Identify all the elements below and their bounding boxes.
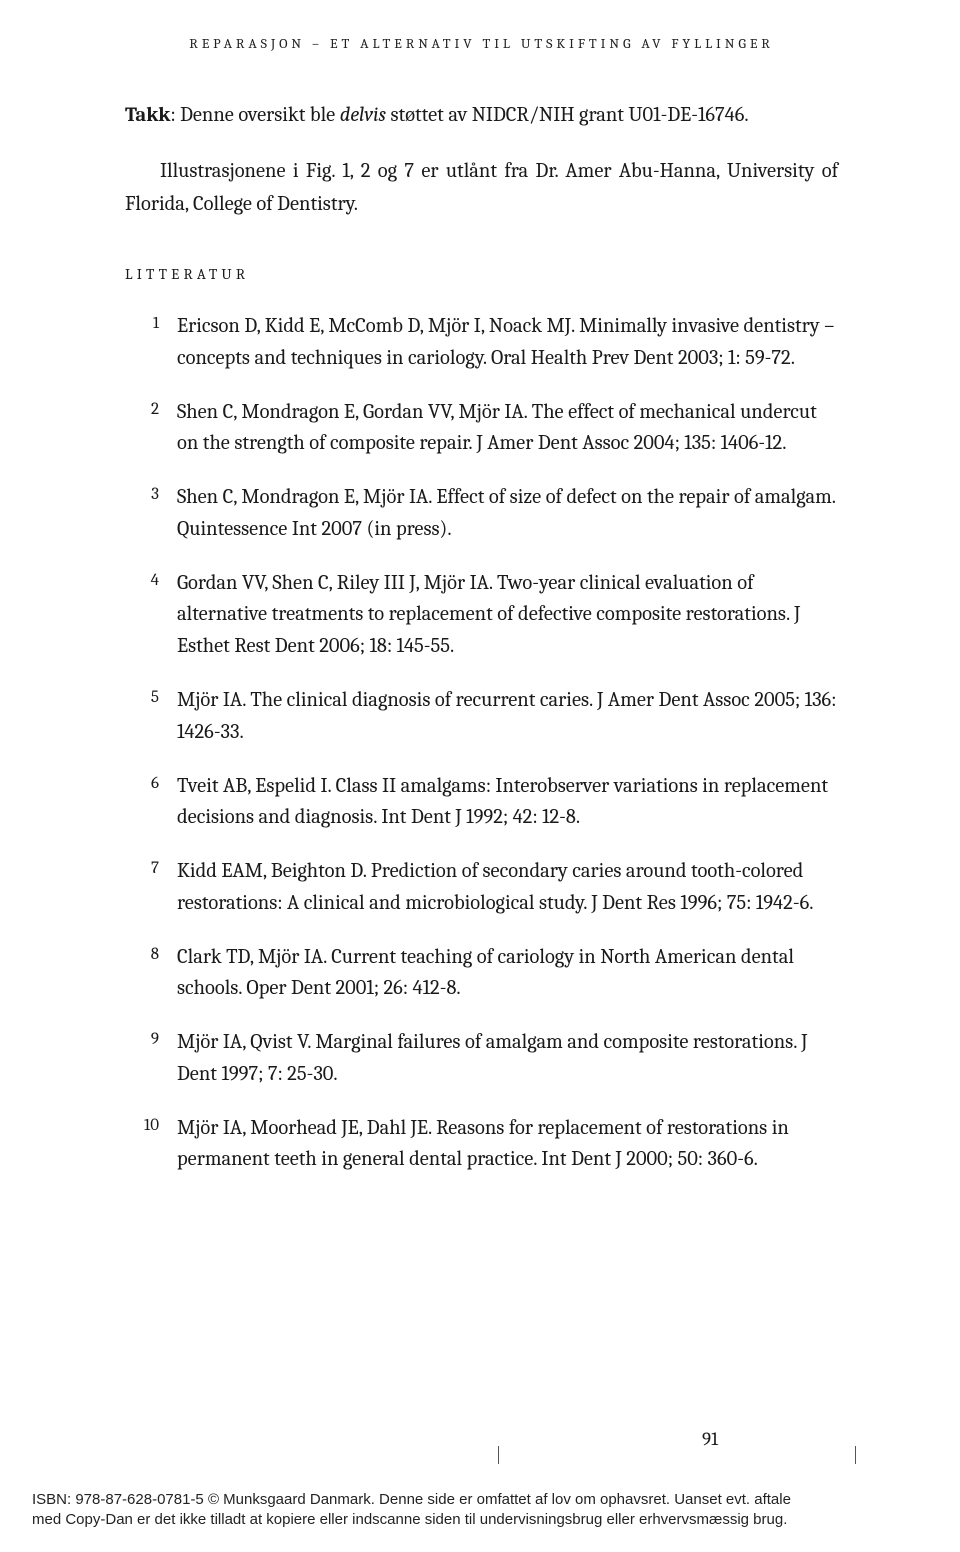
crop-marks	[0, 1446, 960, 1466]
footer-line-2: med Copy-Dan er det ikke tilladt at kopi…	[32, 1510, 928, 1530]
reference-number: 1	[125, 311, 159, 337]
references-heading: LITTERATUR	[125, 265, 838, 283]
reference-number: 7	[125, 856, 159, 882]
reference-number: 3	[125, 482, 159, 508]
reference-item: 4 Gordan VV, Shen C, Riley III J, Mjör IA…	[125, 568, 838, 663]
reference-text: Mjör IA. The clinical diagnosis of recur…	[177, 689, 836, 744]
reference-text: Shen C, Mondragon E, Mjör IA. Effect of …	[177, 486, 835, 541]
illustration-credit: Illustrasjonene i Fig. 1, 2 og 7 er utlå…	[125, 156, 838, 221]
reference-item: 3 Shen C, Mondragon E, Mjör IA. Effect of…	[125, 482, 838, 546]
reference-item: 5 Mjör IA. The clinical diagnosis of recu…	[125, 685, 838, 749]
crop-tick	[855, 1446, 856, 1464]
reference-item: 10 Mjör IA, Moorhead JE, Dahl JE. Reasons…	[125, 1113, 838, 1177]
reference-text: Gordan VV, Shen C, Riley III J, Mjör IA.…	[177, 572, 800, 659]
reference-text: Kidd EAM, Beighton D. Prediction of seco…	[177, 860, 813, 915]
reference-text: Shen C, Mondragon E, Gordan VV, Mjör IA.…	[177, 401, 817, 456]
reference-number: 9	[125, 1027, 159, 1053]
reference-number: 5	[125, 685, 159, 711]
reference-text: Ericson D, Kidd E, McComb D, Mjör I, Noa…	[177, 315, 834, 370]
reference-text: Mjör IA, Qvist V. Marginal failures of a…	[177, 1031, 808, 1086]
reference-text: Clark TD, Mjör IA. Current teaching of c…	[177, 946, 794, 1001]
takk-label: Takk	[125, 104, 170, 127]
reference-number: 4	[125, 568, 159, 594]
reference-number: 6	[125, 771, 159, 797]
copyright-footer: ISBN: 978-87-628-0781-5 © Munksgaard Dan…	[32, 1490, 928, 1531]
crop-tick	[498, 1446, 499, 1464]
reference-text: Tveit AB, Espelid I. Class II amalgams: …	[177, 775, 828, 830]
reference-list: 1 Ericson D, Kidd E, McComb D, Mjör I, No…	[125, 311, 838, 1176]
acknowledgement-paragraph: Takk: Denne oversikt ble delvis støttet …	[125, 100, 838, 132]
intro-text-1b: støttet av NIDCR/NIH grant U01-DE-16746.	[386, 104, 749, 127]
reference-number: 8	[125, 942, 159, 968]
reference-item: 8 Clark TD, Mjör IA. Current teaching of …	[125, 942, 838, 1006]
reference-item: 7 Kidd EAM, Beighton D. Prediction of sec…	[125, 856, 838, 920]
reference-item: 2 Shen C, Mondragon E, Gordan VV, Mjör IA…	[125, 397, 838, 461]
intro-text-1a: : Denne oversikt ble	[170, 104, 339, 127]
reference-item: 1 Ericson D, Kidd E, McComb D, Mjör I, No…	[125, 311, 838, 375]
intro-delvis: delvis	[340, 104, 386, 127]
reference-item: 6 Tveit AB, Espelid I. Class II amalgams:…	[125, 771, 838, 835]
reference-number: 2	[125, 397, 159, 423]
reference-text: Mjör IA, Moorhead JE, Dahl JE. Reasons f…	[177, 1117, 789, 1172]
reference-item: 9 Mjör IA, Qvist V. Marginal failures of …	[125, 1027, 838, 1091]
reference-number: 10	[125, 1113, 159, 1139]
running-header: REPARASJON – ET ALTERNATIV TIL UTSKIFTIN…	[125, 35, 838, 52]
footer-line-1: ISBN: 978-87-628-0781-5 © Munksgaard Dan…	[32, 1490, 928, 1510]
